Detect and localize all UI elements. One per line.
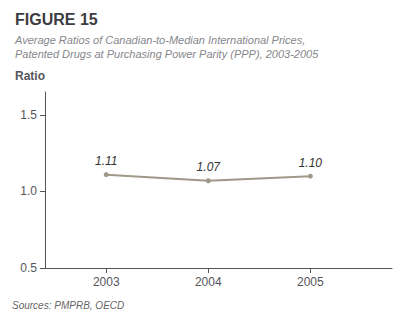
svg-text:1.07: 1.07 <box>197 160 222 174</box>
svg-text:1.5: 1.5 <box>20 108 37 122</box>
svg-text:Sources: PMPRB, OECD: Sources: PMPRB, OECD <box>12 300 124 311</box>
svg-text:2003: 2003 <box>93 275 120 289</box>
svg-text:1.10: 1.10 <box>299 156 323 170</box>
svg-text:1.0: 1.0 <box>20 184 37 198</box>
svg-text:2004: 2004 <box>195 275 222 289</box>
svg-text:Average Ratios of Canadian-to-: Average Ratios of Canadian-to-Median Int… <box>14 34 305 46</box>
svg-text:2005: 2005 <box>297 275 324 289</box>
svg-text:0.5: 0.5 <box>20 261 37 275</box>
svg-text:Ratio: Ratio <box>15 69 45 83</box>
svg-text:FIGURE 15: FIGURE 15 <box>15 11 98 28</box>
svg-text:Patented Drugs at Purchasing P: Patented Drugs at Purchasing Power Parit… <box>15 48 319 60</box>
svg-text:1.11: 1.11 <box>95 154 117 168</box>
